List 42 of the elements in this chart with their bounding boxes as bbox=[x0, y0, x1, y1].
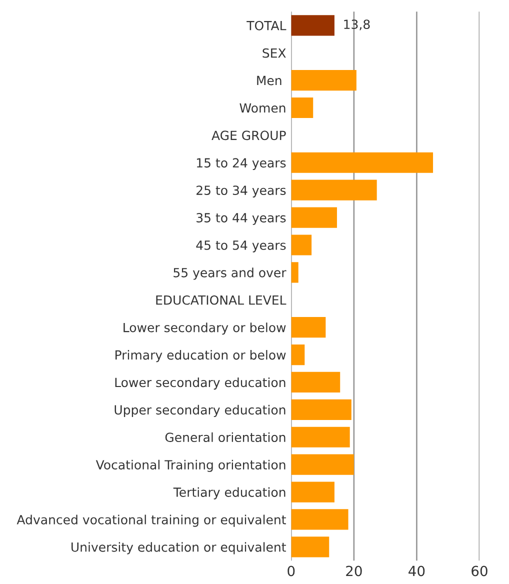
x-tick-label: 60 bbox=[472, 566, 488, 576]
bar bbox=[291, 317, 326, 338]
bar bbox=[291, 536, 330, 558]
y-tick-label: 25 to 34 years bbox=[196, 186, 286, 198]
y-tick-label: 55 years and over bbox=[174, 268, 286, 280]
y-tick-label: General orientation bbox=[165, 432, 286, 442]
bar bbox=[291, 97, 314, 118]
y-tick-label: 15 to 24 years bbox=[196, 158, 286, 170]
y-tick-label: Upper secondary education bbox=[114, 404, 286, 418]
x-tick-label: 0 bbox=[288, 566, 295, 576]
x-tick-label: 40 bbox=[408, 566, 425, 576]
bar bbox=[291, 426, 350, 448]
y-tick-label: Lower secondary or below bbox=[124, 322, 286, 335]
bar bbox=[291, 482, 334, 502]
y-tick-label: Primary education or below bbox=[116, 350, 286, 362]
y-tick-label: Women bbox=[240, 103, 286, 113]
bar bbox=[291, 344, 305, 366]
bar bbox=[291, 207, 337, 228]
y-tick-label: SEX bbox=[262, 48, 286, 58]
bar bbox=[291, 152, 434, 173]
y-tick-label: 35 to 44 years bbox=[196, 213, 286, 225]
bar bbox=[291, 70, 356, 91]
y-tick-label: Lower secondary education bbox=[115, 377, 286, 390]
bar bbox=[291, 15, 334, 36]
bar bbox=[291, 509, 348, 530]
y-tick-label: Vocational Training orientation bbox=[96, 460, 286, 472]
data-label: 13,8 bbox=[344, 20, 370, 30]
y-tick-label: Tertiary education bbox=[173, 487, 286, 500]
y-tick-label: Men bbox=[257, 76, 282, 86]
y-tick-label: 45 to 54 years bbox=[196, 240, 286, 252]
y-tick-label: TOTAL bbox=[246, 20, 286, 30]
x-tick-label: 20 bbox=[346, 566, 362, 576]
y-tick-label: Advanced vocational training or equivalent bbox=[16, 514, 286, 527]
bar bbox=[291, 454, 354, 475]
bar bbox=[291, 180, 377, 200]
bar bbox=[291, 399, 352, 420]
bar bbox=[291, 262, 298, 283]
y-tick-label: AGE GROUP bbox=[212, 130, 286, 140]
y-tick-label: EDUCATIONAL LEVEL bbox=[156, 295, 286, 305]
y-tick-label: University education or equivalent bbox=[72, 542, 286, 554]
bar bbox=[291, 372, 340, 393]
bar bbox=[291, 234, 312, 256]
